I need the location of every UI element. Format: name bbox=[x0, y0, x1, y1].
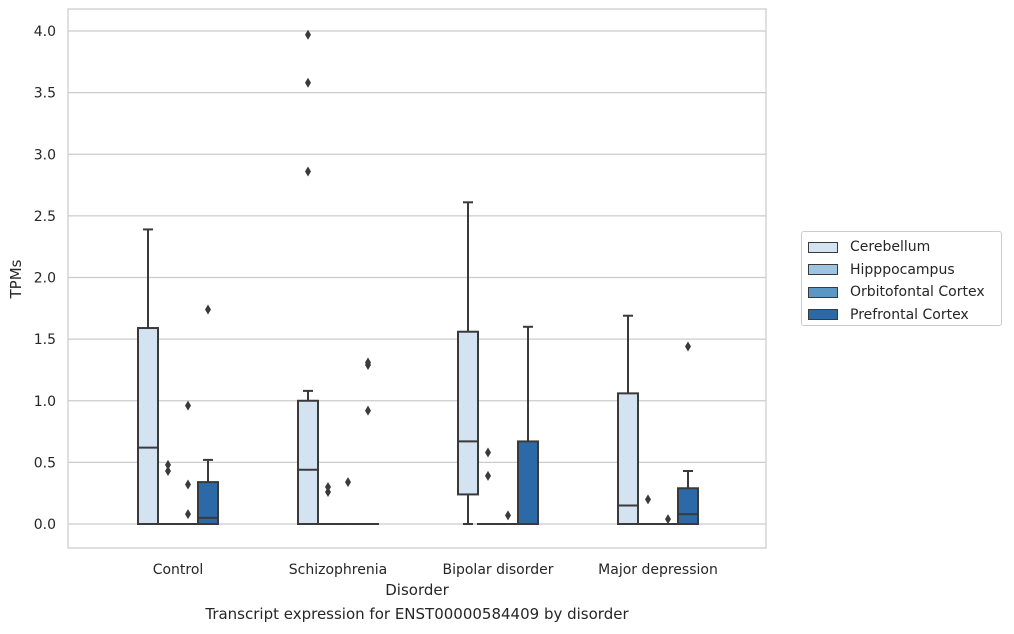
y-axis-title: TPMs bbox=[7, 259, 25, 299]
outlier-point bbox=[345, 477, 351, 488]
chart-caption: Transcript expression for ENST0000058440… bbox=[205, 605, 629, 623]
outlier-point bbox=[305, 77, 311, 88]
outlier-point bbox=[485, 470, 491, 481]
outlier-point bbox=[365, 405, 371, 416]
box-hipppocampus-control bbox=[157, 459, 179, 526]
x-tick-label-schizophrenia: Schizophrenia bbox=[289, 562, 387, 578]
x-axis-title: Disorder bbox=[385, 581, 449, 599]
outlier-point bbox=[665, 514, 671, 525]
legend-item-hippocampus: Hipppocampus bbox=[808, 259, 1001, 282]
outlier-point bbox=[685, 341, 691, 352]
box-cerebellum-control bbox=[137, 228, 159, 525]
legend-label-hippocampus: Hipppocampus bbox=[850, 261, 955, 278]
iqr-box bbox=[517, 440, 539, 525]
box-prefrontal-cortex-schizophrenia bbox=[357, 357, 379, 526]
y-tick-label: 2.0 bbox=[34, 271, 56, 287]
legend: Cerebellum Hipppocampus Orbitofontal Cor… bbox=[801, 231, 1002, 326]
iqr-box bbox=[137, 327, 159, 525]
box-orbitofontal-cortex-schizophrenia bbox=[337, 477, 359, 526]
x-tick-label-major-depression: Major depression bbox=[598, 562, 718, 578]
legend-label-cerebellum: Cerebellum bbox=[850, 239, 931, 256]
iqr-box bbox=[197, 481, 219, 525]
box-prefrontal-cortex-control bbox=[197, 304, 219, 525]
legend-swatch-prefrontal-cortex bbox=[808, 309, 838, 321]
box-cerebellum-bipolar-disorder bbox=[457, 201, 479, 525]
iqr-box bbox=[677, 487, 699, 526]
iqr-box bbox=[617, 392, 639, 526]
outlier-point bbox=[185, 509, 191, 520]
box-orbitofontal-cortex-bipolar-disorder bbox=[497, 510, 519, 526]
y-tick-label: 3.5 bbox=[34, 86, 56, 102]
x-tick-label-bipolar-disorder: Bipolar disorder bbox=[442, 562, 553, 578]
outlier-point bbox=[165, 466, 171, 477]
x-tick-label-control: Control bbox=[153, 562, 204, 578]
legend-label-prefrontal-cortex: Prefrontal Cortex bbox=[850, 306, 969, 323]
box-hipppocampus-schizophrenia bbox=[317, 482, 339, 526]
outlier-point bbox=[305, 29, 311, 40]
box-cerebellum-major-depression bbox=[617, 314, 639, 526]
box-prefrontal-cortex-bipolar-disorder bbox=[517, 325, 539, 525]
legend-item-cerebellum: Cerebellum bbox=[808, 236, 1001, 259]
y-tick-label: 0.5 bbox=[34, 455, 56, 471]
outlier-point bbox=[205, 304, 211, 315]
outlier-point bbox=[485, 447, 491, 458]
y-tick-label: 1.5 bbox=[34, 332, 56, 348]
outlier-point bbox=[185, 479, 191, 490]
outlier-point bbox=[305, 166, 311, 177]
legend-swatch-cerebellum bbox=[808, 241, 838, 253]
box-orbitofontal-cortex-major-depression bbox=[657, 514, 679, 526]
outlier-point bbox=[365, 357, 371, 368]
box-hipppocampus-major-depression bbox=[637, 494, 659, 526]
y-tick-label: 1.0 bbox=[34, 394, 56, 410]
legend-item-orbitofrontal-cortex: Orbitofontal Cortex bbox=[808, 281, 1001, 304]
y-tick-label: 4.0 bbox=[34, 24, 56, 40]
outlier-point bbox=[165, 459, 171, 470]
y-tick-label: 0.0 bbox=[34, 517, 56, 533]
iqr-box bbox=[297, 399, 319, 525]
outlier-point bbox=[325, 482, 331, 493]
outlier-point bbox=[645, 494, 651, 505]
legend-label-orbitofrontal-cortex: Orbitofontal Cortex bbox=[850, 284, 985, 301]
outlier-point bbox=[185, 400, 191, 411]
legend-swatch-hippocampus bbox=[808, 264, 838, 276]
box-prefrontal-cortex-major-depression bbox=[677, 341, 699, 526]
outlier-point bbox=[505, 510, 511, 521]
plot-area-frame bbox=[67, 8, 767, 549]
legend-swatch-orbitofrontal-cortex bbox=[808, 286, 838, 298]
box-cerebellum-schizophrenia bbox=[297, 29, 319, 525]
box-orbitofontal-cortex-control bbox=[177, 400, 199, 526]
box-hipppocampus-bipolar-disorder bbox=[477, 447, 499, 526]
iqr-box bbox=[457, 330, 479, 496]
y-tick-label: 3.0 bbox=[34, 147, 56, 163]
y-tick-label: 2.5 bbox=[34, 209, 56, 225]
legend-item-prefrontal-cortex: Prefrontal Cortex bbox=[808, 304, 1001, 327]
